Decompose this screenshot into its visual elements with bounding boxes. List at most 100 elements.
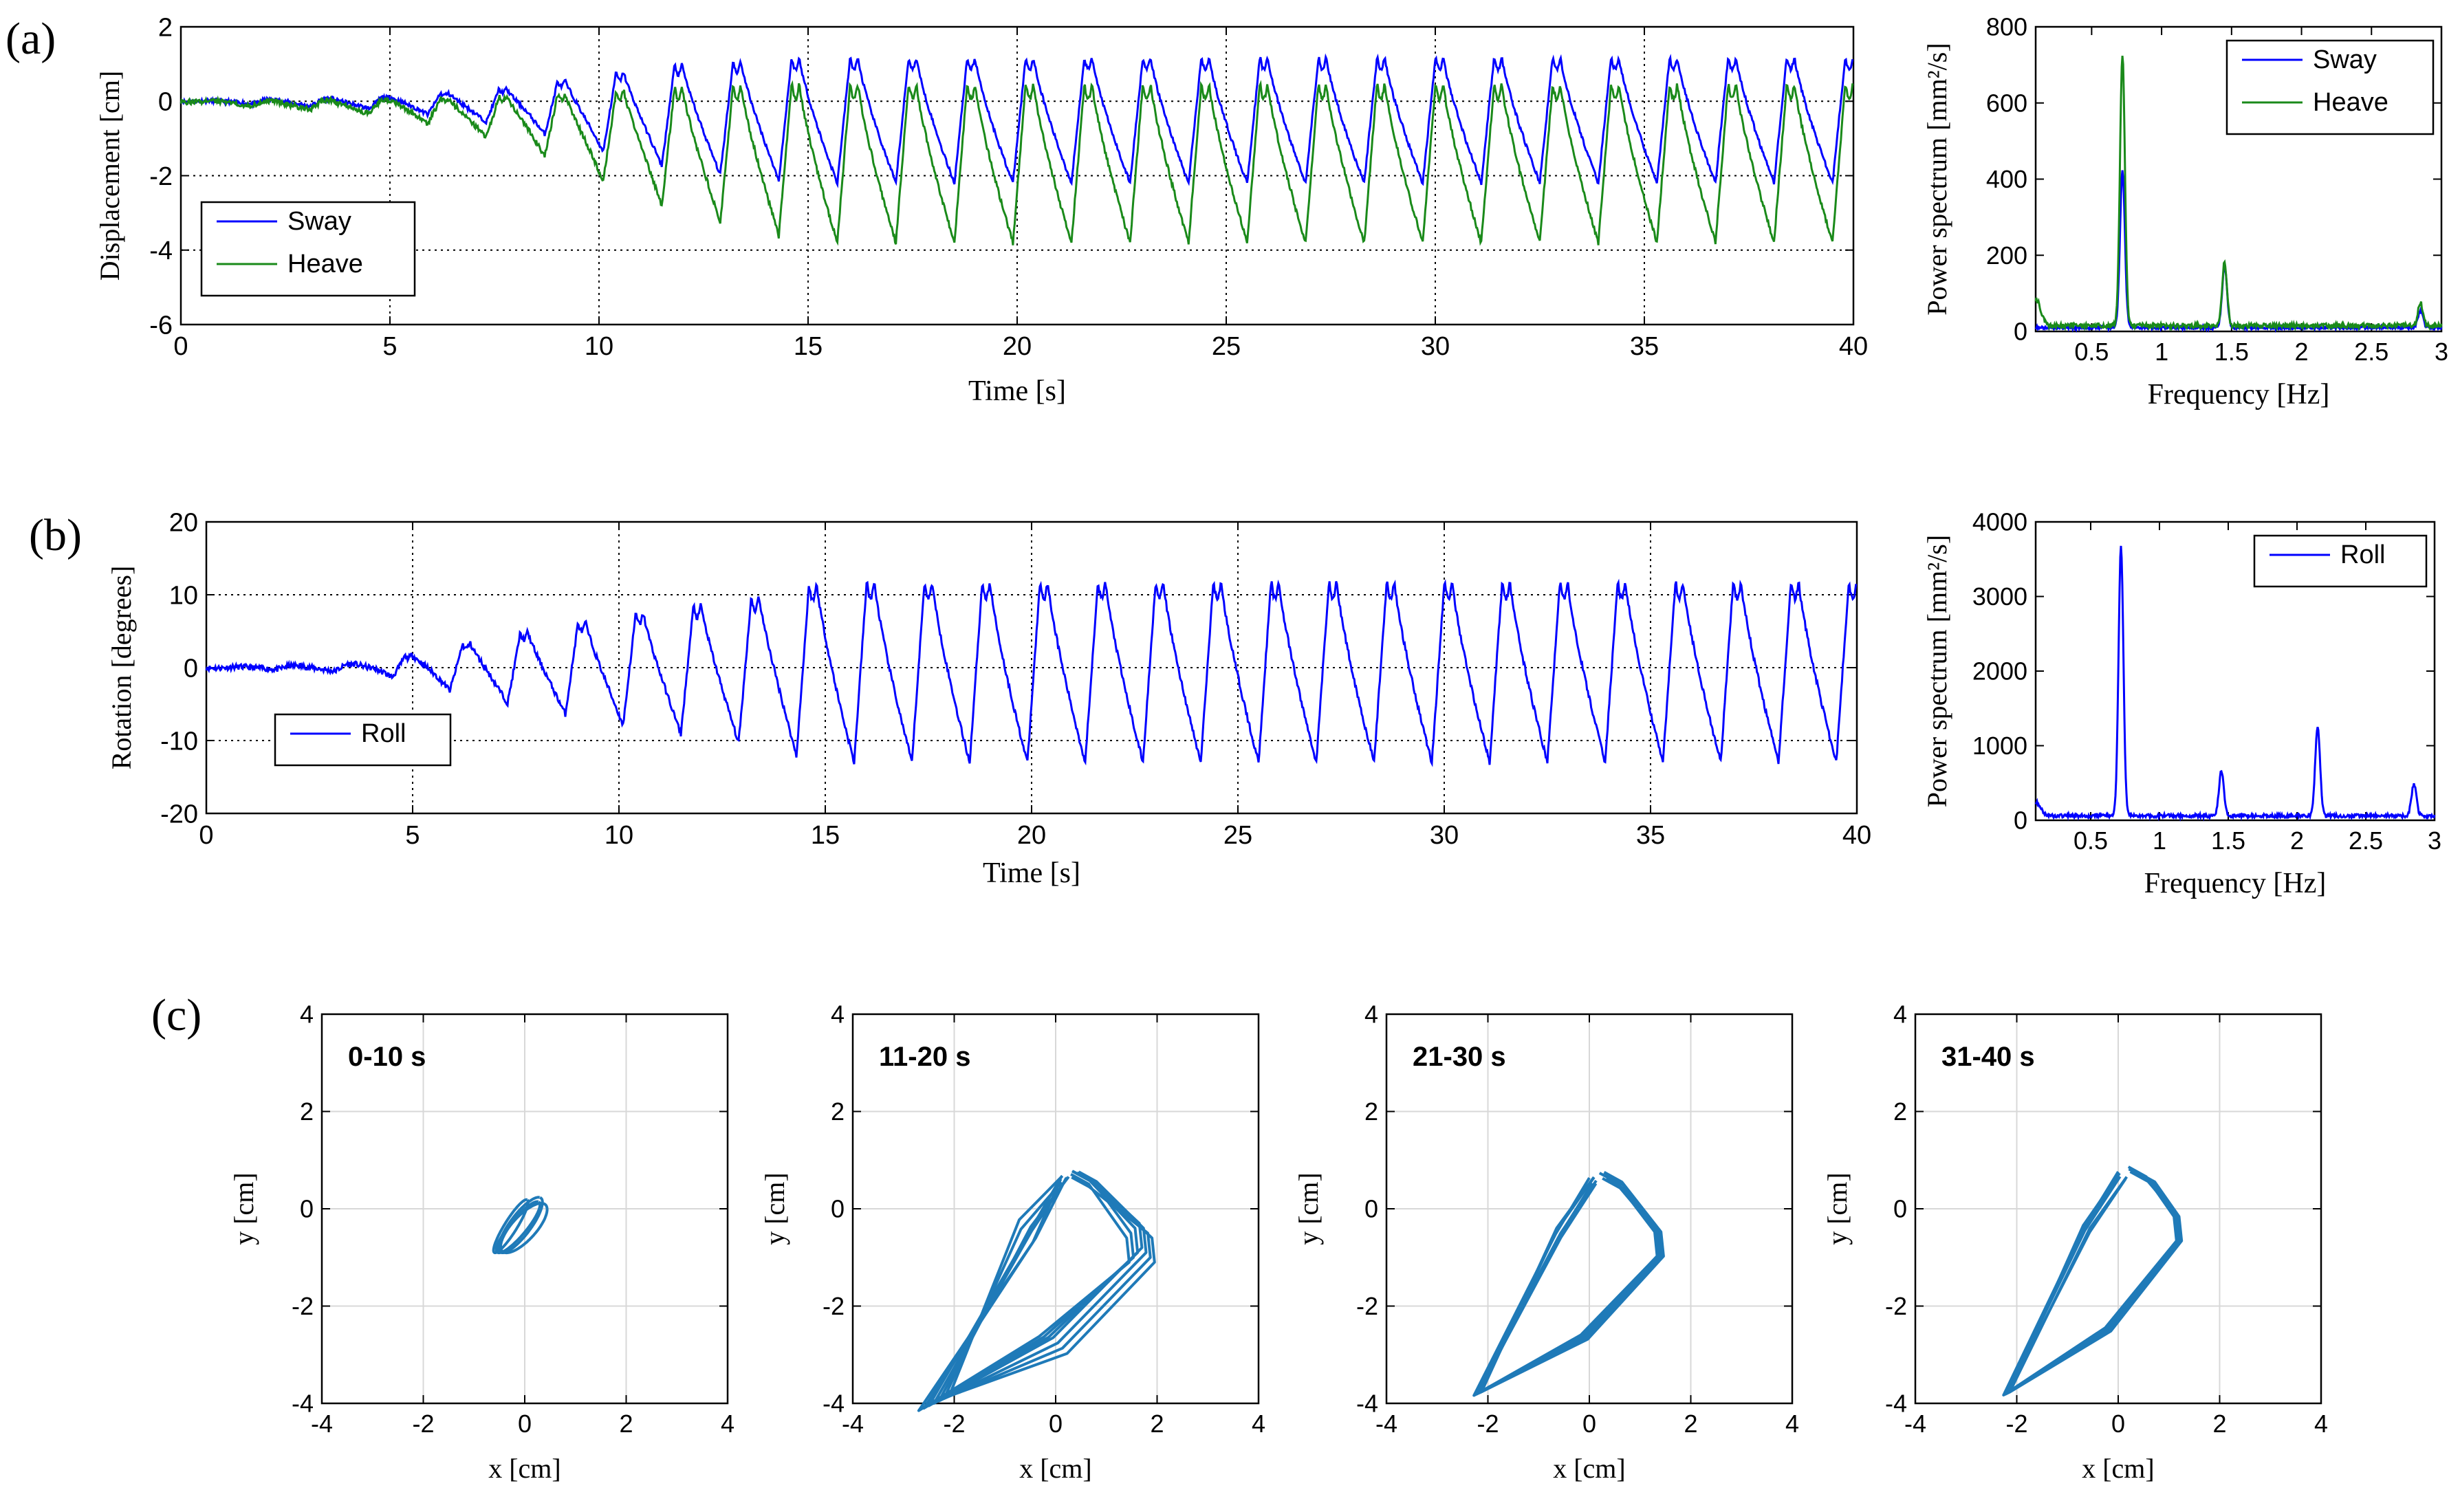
y-tick-label: 400: [1986, 165, 2027, 193]
trajectory-loop: [948, 1170, 1156, 1398]
trajectory-loop: [1480, 1171, 1665, 1394]
y-axis-label: Displacement [cm]: [94, 71, 125, 281]
x-tick-label: 2: [2212, 1410, 2226, 1438]
x-tick-label: 4: [721, 1410, 734, 1438]
y-tick-label: -2: [823, 1292, 845, 1320]
x-tick-label: 1.5: [2214, 338, 2249, 366]
x-tick-label: 4: [1785, 1410, 1799, 1438]
x-tick-label: 20: [1003, 332, 1032, 361]
y-tick-label: -2: [292, 1292, 314, 1320]
y-tick-label: 2: [1893, 1097, 1907, 1126]
y-tick-label: 2: [1364, 1097, 1378, 1126]
y-tick-label: 3000: [1972, 582, 2027, 611]
y-tick-label: 200: [1986, 241, 2027, 270]
legend-label-roll: Roll: [2340, 540, 2385, 569]
legend-label-roll: Roll: [361, 719, 406, 748]
y-tick-label: -4: [1356, 1390, 1378, 1418]
x-tick-label: -2: [943, 1410, 965, 1438]
y-tick-label: -4: [292, 1390, 314, 1418]
x-tick-label: 2: [2290, 826, 2304, 855]
x-axis-label: x [cm]: [488, 1453, 561, 1484]
subplot-title: 21-30 s: [1413, 1042, 1506, 1072]
x-tick-label: 5: [405, 821, 420, 850]
chart-c3: -4 -2 0 2 4 -4 -2 0 2 4 21-30 s x [cm] y [cm]: [1293, 1000, 1799, 1484]
panel-label-c: (c): [151, 990, 202, 1040]
x-axis-label: Frequency [Hz]: [2148, 379, 2330, 410]
y-tick-label: 0: [158, 88, 173, 117]
y-axis-label: y [cm]: [1822, 1172, 1853, 1245]
y-tick-label: 4: [300, 1000, 314, 1029]
trajectory-loop: [492, 1198, 530, 1254]
y-tick-label: 10: [169, 581, 198, 610]
x-tick-label: 4: [2314, 1410, 2328, 1438]
series-line-heave: [179, 80, 1854, 246]
x-tick-label: 35: [1636, 821, 1665, 850]
legend-label-sway: Sway: [287, 207, 351, 236]
x-axis-label: Time [s]: [983, 857, 1080, 889]
psd-line-heave: [2034, 55, 2443, 332]
y-tick-label: 0: [1364, 1195, 1378, 1223]
trajectory-loop: [2007, 1167, 2182, 1394]
x-axis-label: Time [s]: [968, 375, 1066, 407]
y-tick-label: 4000: [1972, 508, 2027, 536]
y-axis-label: Rotation [degrees]: [106, 566, 137, 770]
x-axis-label: x [cm]: [2082, 1453, 2155, 1484]
chart-c4: -4 -2 0 2 4 -4 -2 0 2 4 31-40 s x [cm] y [cm]: [1822, 1000, 2328, 1484]
trajectory-loop: [942, 1176, 1152, 1400]
legend-label-heave: Heave: [2313, 88, 2388, 117]
y-tick-label: 0: [1893, 1195, 1907, 1223]
x-tick-label: 0: [518, 1410, 532, 1438]
x-tick-label: 0: [1049, 1410, 1063, 1438]
x-axis-label: x [cm]: [1019, 1453, 1092, 1484]
x-tick-label: 0: [1582, 1410, 1596, 1438]
y-tick-label: 20: [169, 508, 198, 537]
x-tick-label: 30: [1430, 821, 1459, 850]
y-tick-label: -2: [1356, 1292, 1378, 1320]
trajectory-loop: [494, 1200, 542, 1255]
panel-label-b: (b): [29, 510, 82, 560]
legend-label-heave: Heave: [287, 250, 363, 278]
x-tick-label: 15: [811, 821, 840, 850]
chart-a_psd: 0.5 1 1.5 2 2.5 3 0 200 400 600 800 Frequency [Hz] P…: [1922, 13, 2448, 410]
x-tick-label: 2.5: [2354, 338, 2388, 366]
x-axis-label: Frequency [Hz]: [2144, 868, 2327, 899]
series-line-roll: [205, 578, 1858, 767]
y-tick-label: 2: [831, 1097, 845, 1126]
trajectory-loop: [937, 1170, 1148, 1403]
chart-b_time: 0 5 10 15 20 25 30 35 40 -20 -10 0 10 20 Time [s] Rotat…: [106, 508, 1871, 889]
y-tick-label: 4: [1893, 1000, 1907, 1029]
subplot-title: 11-20 s: [879, 1042, 970, 1072]
y-axis-label: Power spectrum [mm²/s]: [1922, 43, 1952, 315]
legend-box: [274, 713, 452, 767]
y-axis-label: y [cm]: [759, 1172, 790, 1245]
x-tick-label: 20: [1017, 821, 1046, 850]
x-tick-label: 0: [2111, 1410, 2125, 1438]
y-tick-label: -2: [1885, 1292, 1907, 1320]
y-tick-label: 1000: [1972, 732, 2027, 760]
x-tick-label: 5: [382, 332, 397, 361]
x-tick-label: 30: [1421, 332, 1450, 361]
x-tick-label: 0: [199, 821, 213, 850]
chart-c2: -4 -2 0 2 4 -4 -2 0 2 4 11-20 s x [cm] y [cm]: [759, 1000, 1265, 1484]
x-tick-label: 2: [1684, 1410, 1697, 1438]
subplot-title: 0-10 s: [348, 1042, 426, 1072]
x-tick-label: -4: [842, 1410, 864, 1438]
x-tick-label: 2: [1150, 1410, 1164, 1438]
x-tick-label: -4: [1904, 1410, 1926, 1438]
x-tick-label: 10: [585, 332, 613, 361]
x-tick-label: -2: [1477, 1410, 1499, 1438]
x-tick-label: -4: [1375, 1410, 1397, 1438]
x-tick-label: 1: [2153, 826, 2166, 855]
y-tick-label: 0: [2014, 807, 2027, 835]
x-tick-label: 3: [2435, 338, 2448, 366]
y-tick-label: 2000: [1972, 657, 2027, 686]
y-tick-label: 0: [184, 654, 198, 683]
x-tick-label: 0.5: [2074, 338, 2109, 366]
x-axis-label: x [cm]: [1553, 1453, 1626, 1484]
psd-line-roll: [2034, 545, 2436, 822]
legend-box: [200, 201, 416, 297]
x-tick-label: 2.5: [2349, 826, 2383, 855]
y-tick-label: -4: [149, 237, 173, 265]
chart-b_psd: 0.5 1 1.5 2 2.5 3 0 1000 2000 3000 4000 Frequency […: [1922, 508, 2441, 899]
